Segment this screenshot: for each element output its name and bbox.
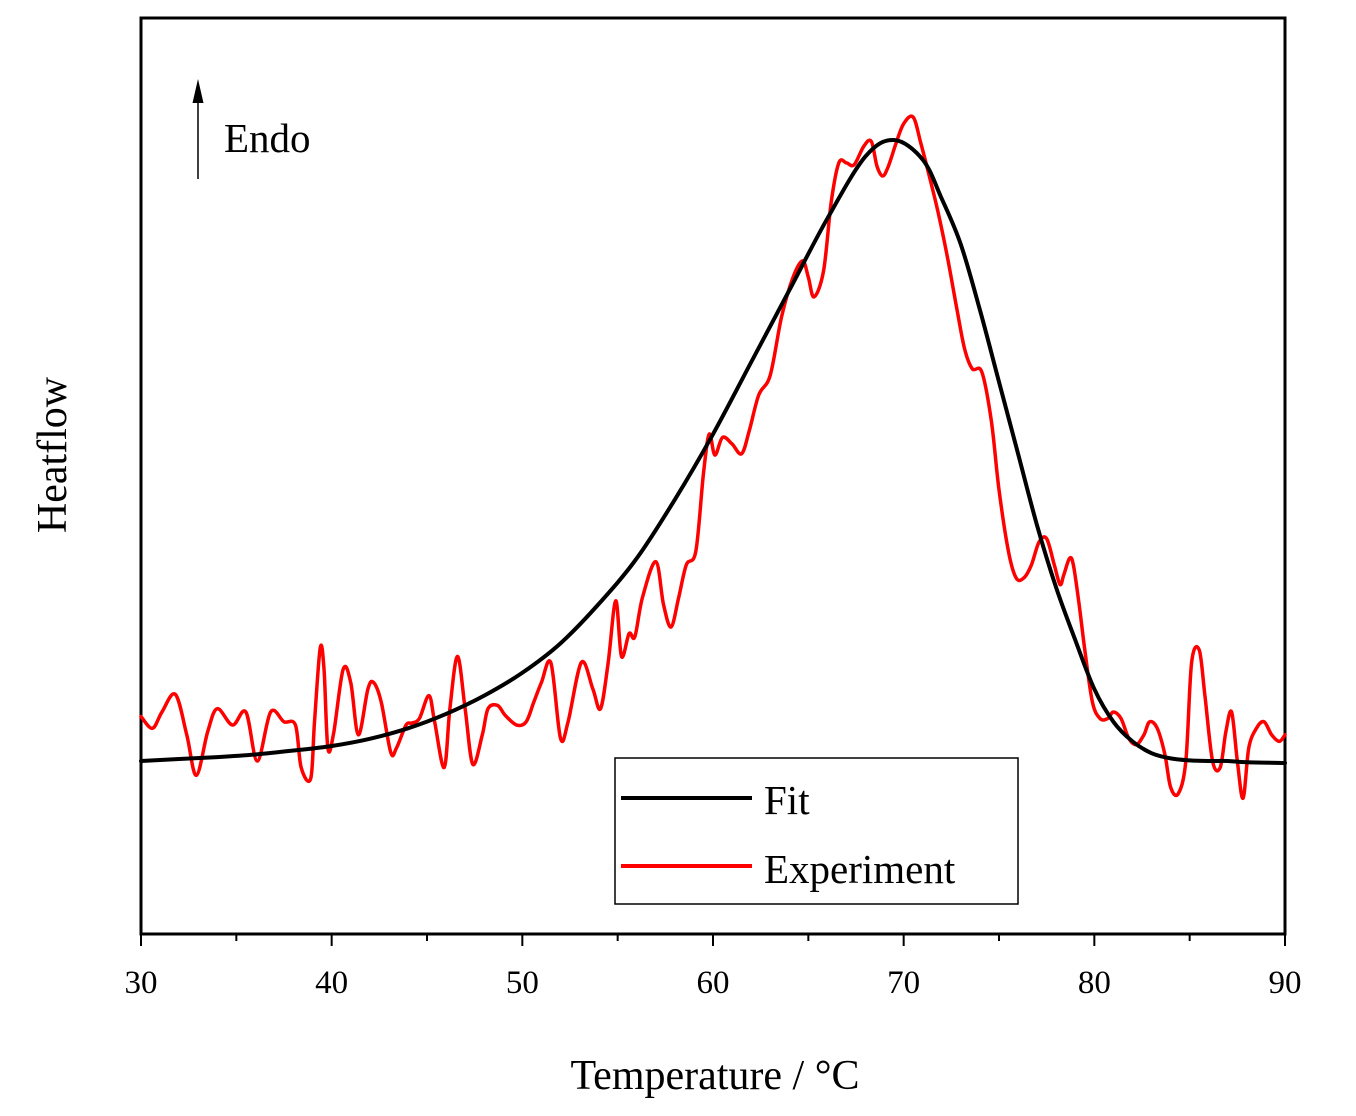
legend-label-experiment: Experiment bbox=[764, 846, 956, 892]
legend-box bbox=[614, 757, 1019, 905]
series-line-experiment bbox=[139, 114, 1287, 801]
x-tick-label: 80 bbox=[1078, 965, 1111, 1001]
endo-arrow-head-icon bbox=[192, 79, 204, 103]
x-axis-tick-labels: 30 40 50 60 70 80 90 bbox=[125, 965, 1302, 1001]
legend-label-fit: Fit bbox=[764, 777, 810, 823]
y-axis-title: Heatflow bbox=[30, 376, 76, 533]
legend: Fit Experiment bbox=[614, 757, 1019, 905]
x-tick-label: 40 bbox=[315, 965, 348, 1001]
series-line-fit bbox=[139, 137, 1287, 765]
x-tick-label: 60 bbox=[697, 965, 730, 1001]
x-axis-ticks bbox=[140, 934, 1286, 946]
x-tick-label: 30 bbox=[125, 965, 158, 1001]
x-tick-label: 90 bbox=[1269, 965, 1302, 1001]
endo-annotation: Endo bbox=[192, 79, 311, 179]
x-axis-title: Temperature / °C bbox=[570, 1053, 859, 1099]
x-tick-label: 50 bbox=[506, 965, 539, 1001]
endo-label: Endo bbox=[224, 115, 311, 161]
series-layer bbox=[139, 114, 1287, 801]
x-tick-label: 70 bbox=[887, 965, 920, 1001]
